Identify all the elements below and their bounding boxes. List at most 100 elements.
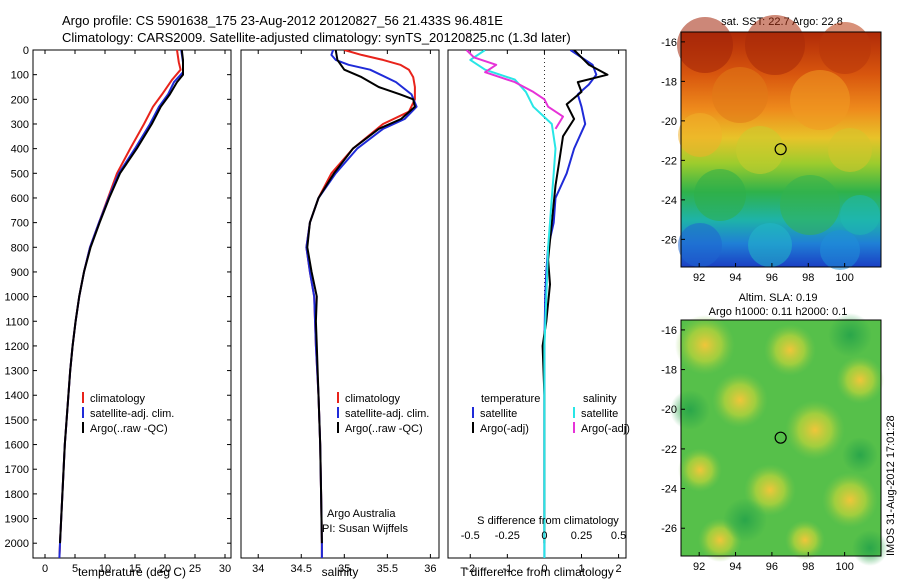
temperature-series-line (59, 50, 184, 544)
sst-map-ticks: 92 94 96 98 100 -16 -18 -20 -22 -24 -26 (661, 37, 854, 284)
sst-map-ytick-label: -24 (661, 195, 677, 207)
sla-map-xtick-label: 96 (766, 561, 778, 573)
temperature-ytick-label: 700 (11, 218, 29, 230)
difference-s-tick-label: -0.25 (495, 530, 520, 542)
sla-texture-blob (712, 372, 768, 428)
sla-texture-blob (670, 390, 710, 430)
temperature-ytick-label: 300 (11, 119, 29, 131)
salinity-xtick-label: 35 (338, 563, 350, 575)
sst-texture-blob (712, 67, 768, 123)
difference-xtick-label: 1 (578, 563, 584, 575)
temperature-ytick-label: 1200 (5, 341, 29, 353)
legend-label-climatology: climatology (90, 393, 146, 405)
sla-texture-blob (678, 448, 722, 492)
legend-heading-temperature: temperature (481, 393, 540, 405)
sla-texture-blob (785, 400, 845, 460)
sla-map-ytick-label: -22 (661, 444, 677, 456)
sla-map-ytick-label: -16 (661, 325, 677, 337)
sla-map-xtick-label: 100 (835, 561, 853, 573)
sst-map-xtick-label: 92 (693, 272, 705, 284)
sla-texture-blob (852, 530, 888, 566)
sla-map-ytick-label: -18 (661, 365, 677, 377)
imos-credit: IMOS 31-Aug-2012 17:01:28 (885, 415, 897, 556)
sst-texture-blob (736, 126, 784, 174)
sla-map-xtick-label: 92 (693, 561, 705, 573)
temperature-ytick-label: 1900 (5, 514, 29, 526)
sst-texture-blob (694, 169, 746, 221)
sla-texture-blob (842, 437, 878, 473)
temperature-ytick-label: 1700 (5, 464, 29, 476)
legend-label-s-argo: Argo(-adj) (581, 423, 630, 435)
sst-texture-blob (840, 195, 880, 235)
sla-map-xtick-label: 98 (802, 561, 814, 573)
temperature-ytick-label: 1300 (5, 366, 29, 378)
sst-map-ytick-label: -26 (661, 234, 677, 246)
sst-argo-location-marker (774, 143, 787, 156)
sla-map-panel: Altim. SLA: 0.19 Argo h1000: 0.11 h2000:… (661, 292, 888, 573)
legend-label-t-argo: Argo(-adj) (480, 423, 529, 435)
temperature-ytick-label: 400 (11, 144, 29, 156)
difference-legend: temperature satellite Argo(-adj) salinit… (472, 393, 630, 435)
temperature-xtick-label: 15 (129, 563, 141, 575)
temperature-xtick-label: 30 (219, 563, 231, 575)
legend-label-satellite: satellite-adj. clim. (345, 408, 429, 420)
sst-texture-blob (745, 15, 805, 75)
temperature-xtick-label: 10 (99, 563, 111, 575)
sla-heatmap-texture (670, 313, 888, 566)
temperature-ytick-label: 100 (11, 70, 29, 82)
sst-map-xtick-label: 98 (802, 272, 814, 284)
temperature-ytick-label: 0 (23, 45, 29, 57)
salinity-axes-frame (240, 49, 440, 559)
legend-label-t-satellite: satellite (480, 408, 517, 420)
legend-label-argo: Argo(..raw -QC) (90, 423, 168, 435)
sla-argo-location-marker (774, 431, 787, 444)
sst-map-xtick-label: 96 (766, 272, 778, 284)
sla-texture-blob (828, 313, 872, 357)
temperature-ytick-label: 1100 (5, 316, 29, 328)
sla-texture-blob (723, 498, 767, 542)
sla-map-ytick-label: -20 (661, 404, 677, 416)
salinity-xlabel: salinity (322, 565, 359, 579)
annotation-argo-australia: Argo Australia (327, 508, 396, 520)
sla-map-title-line2: Argo h1000: 0.11 h2000: 0.1 (709, 306, 848, 318)
temperature-panel: 0100200300400500600700800900100011001200… (5, 45, 232, 579)
temperature-ytick-label: 500 (11, 168, 29, 180)
annotation-pi: PI: Susan Wijffels (322, 523, 408, 535)
sst-texture-blob (828, 128, 872, 172)
temperature-ytick-label: 600 (11, 193, 29, 205)
difference-lines (465, 50, 609, 558)
temperature-ytick-label: 1000 (5, 292, 29, 304)
sla-texture-blob (764, 324, 816, 376)
salinity-xtick-label: 34.5 (291, 563, 312, 575)
temperature-ytick-label: 1500 (5, 415, 29, 427)
sst-heatmap-texture (677, 15, 880, 270)
sla-map-ytick-label: -24 (661, 484, 677, 496)
difference-s-tick-label: 0.25 (571, 530, 592, 542)
salinity-lines (305, 50, 418, 558)
temperature-ytick-label: 2000 (5, 538, 29, 550)
salinity-xtick-label: 36 (424, 563, 436, 575)
temperature-xtick-label: 25 (189, 563, 201, 575)
difference-s-xlabel: S difference from climatology (477, 515, 619, 527)
salinity-panel: 34 34.5 35 35.5 36 climatology satellite-adj… (240, 49, 440, 579)
salinity-series-line (306, 50, 416, 544)
temperature-xtick-label: 20 (159, 563, 171, 575)
difference-panel: -2 -1 0 1 2 temperature satellite Argo(-adj)… (447, 49, 630, 579)
temperature-ytick-label: 900 (11, 267, 29, 279)
difference-series-line (469, 50, 557, 558)
sla-texture-blob (675, 315, 735, 375)
difference-xtick-label: 2 (616, 563, 622, 575)
salinity-xtick-label: 35.5 (377, 563, 398, 575)
sst-map-ytick-label: -20 (661, 116, 677, 128)
difference-series-line (465, 50, 564, 130)
difference-s-tick-label: 0 (541, 530, 547, 542)
legend-label-satellite: satellite-adj. clim. (90, 408, 174, 420)
difference-axes-frame (447, 49, 627, 559)
figure-title-line2: Climatology: CARS2009. Satellite-adjuste… (62, 30, 571, 45)
temperature-xtick-label: 0 (42, 563, 48, 575)
sst-texture-blob (790, 70, 850, 130)
sla-map-xtick-label: 94 (729, 561, 741, 573)
sla-map-ticks: 92 94 96 98 100 -16 -18 -20 -22 -24 -26 (661, 325, 854, 573)
sst-map-ytick-label: -18 (661, 76, 677, 88)
